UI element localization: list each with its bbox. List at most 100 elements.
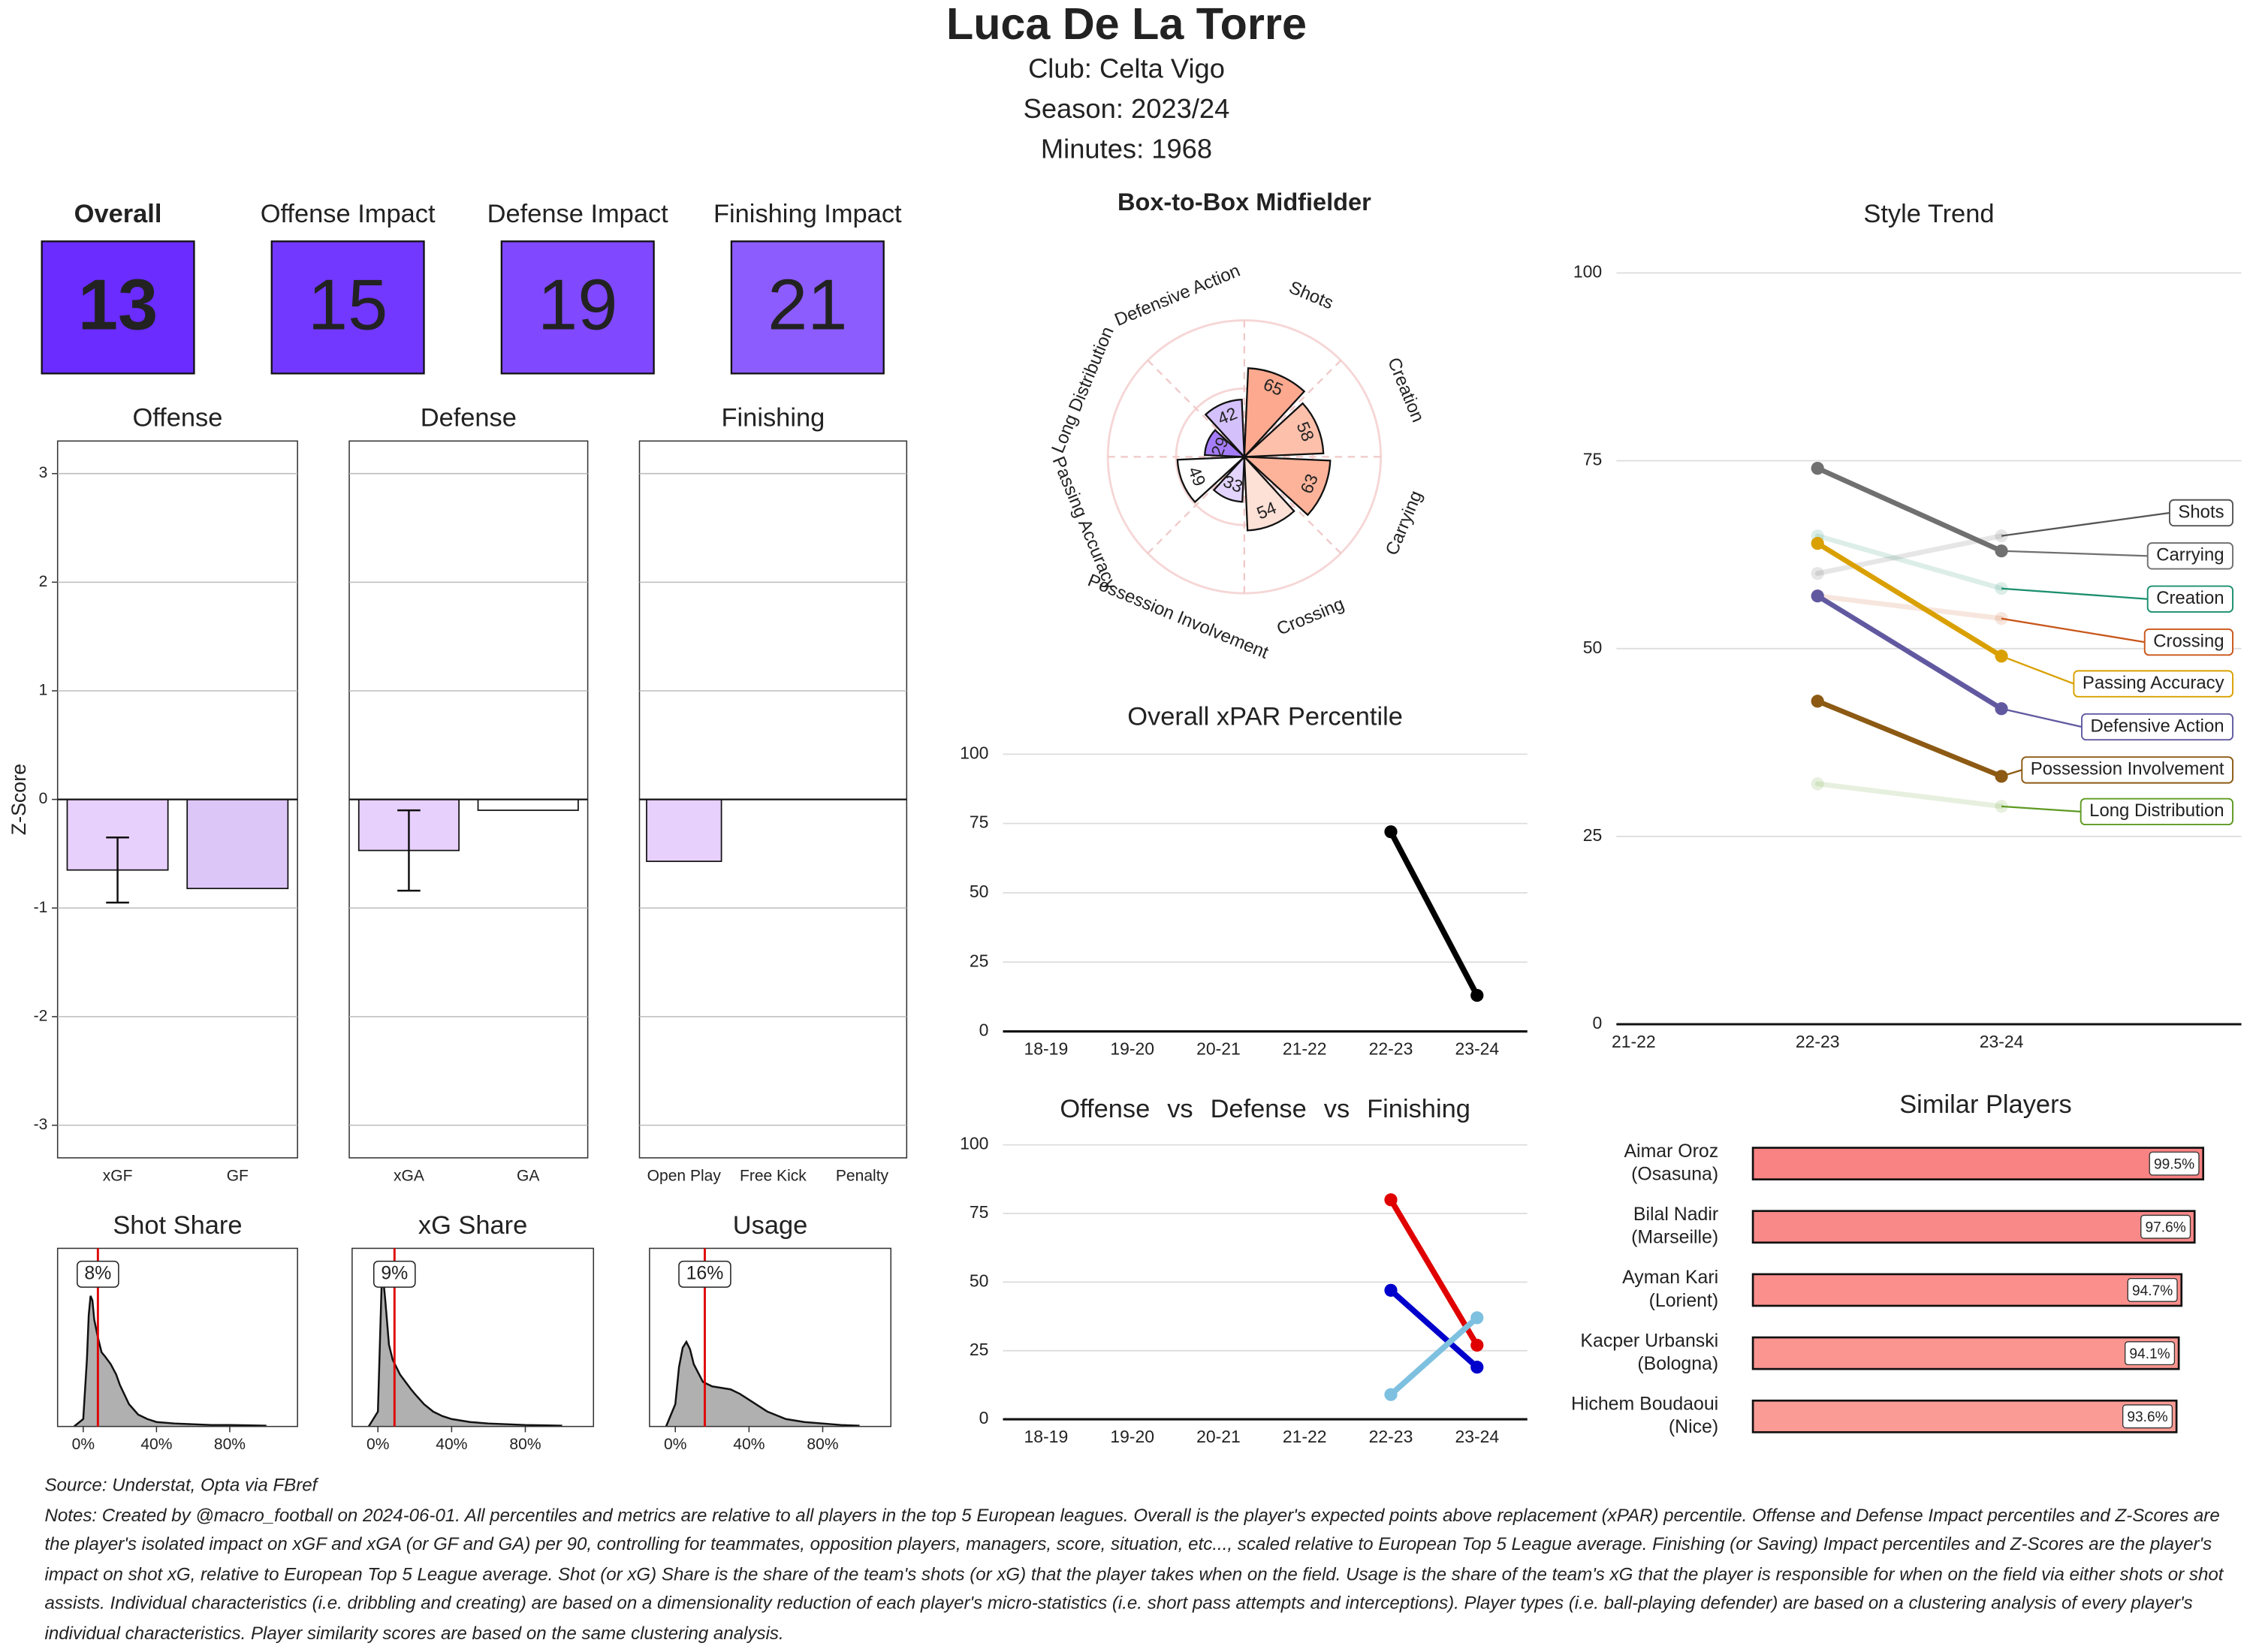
player-name: Ayman Kari [1622, 1267, 1718, 1288]
x-tick-label: xGA [394, 1167, 424, 1184]
title-separator: vs [1324, 1095, 1350, 1123]
series-label-box [2146, 542, 2234, 570]
score-label: Offense Impact [261, 200, 436, 228]
polar-bar [1243, 367, 1306, 460]
score-value: 13 [78, 264, 158, 345]
series-label: Carrying [2156, 545, 2224, 565]
series-point [1811, 537, 1824, 550]
label-connector [2001, 511, 2170, 537]
series-line [1814, 698, 2004, 779]
chart-title: Overall xPAR Percentile [1127, 703, 1403, 731]
legend-entry: Finishing [1367, 1095, 1470, 1123]
value-label: 97.6% [2146, 1220, 2186, 1236]
label-connector [2001, 617, 2145, 644]
panel-title: Shot Share [113, 1211, 242, 1240]
value-label-box [2149, 1151, 2200, 1176]
y-tick-label: 100 [1573, 262, 1602, 282]
x-tick-label: 19-20 [1110, 1039, 1154, 1058]
x-tick-label: Open Play [647, 1167, 722, 1184]
x-tick-label: 80% [509, 1436, 541, 1453]
label-connector [2001, 805, 2081, 813]
bar [1751, 1147, 2205, 1180]
spoke [1244, 360, 1342, 458]
density-line [73, 1295, 267, 1427]
series-point [1811, 695, 1824, 708]
x-tick-label: 0% [72, 1436, 95, 1453]
panel-frame [649, 1247, 892, 1427]
series-point [1384, 1193, 1398, 1207]
y-tick-label: -2 [34, 1007, 48, 1024]
value-label-box [2127, 1277, 2178, 1302]
marker-label-box [77, 1260, 119, 1288]
bar [646, 798, 722, 862]
spoke [1147, 360, 1245, 458]
player-name: Hichem Boudaoui [1571, 1394, 1718, 1415]
series-line [1388, 828, 1480, 999]
x-tick-label: 21-22 [1612, 1032, 1656, 1051]
score-label: Defense Impact [487, 200, 669, 228]
y-tick-label: 50 [970, 1271, 989, 1290]
value-label: 99.5% [2154, 1157, 2194, 1173]
y-tick-label: 75 [970, 1202, 989, 1222]
bar [1751, 1336, 2180, 1370]
y-tick-label: 25 [970, 951, 989, 970]
bar [1751, 1210, 2196, 1244]
label-connector [2001, 769, 2022, 777]
x-tick-label: 21-22 [1283, 1427, 1327, 1446]
series-point [1470, 1311, 1484, 1325]
value-label: 93.6% [2127, 1409, 2167, 1425]
legend-entry: Offense [1060, 1095, 1150, 1123]
label-connector [2001, 587, 2148, 600]
x-tick-label: 23-24 [1455, 1427, 1499, 1446]
value-label: 94.1% [2129, 1346, 2170, 1362]
polar-bar [1176, 456, 1247, 504]
series-label-box [2143, 628, 2234, 656]
score-value: 21 [768, 264, 847, 345]
chart-title: Box-to-Box Midfielder [1117, 188, 1371, 216]
x-tick-label: 19-20 [1110, 1427, 1154, 1446]
y-tick-label: 75 [970, 812, 989, 832]
series-label: Crossing [2153, 631, 2224, 651]
y-tick-label: 50 [1583, 638, 1603, 657]
polar-bar [1212, 454, 1246, 503]
value-label: 94.7% [2132, 1283, 2173, 1299]
series-point [1811, 777, 1824, 791]
x-tick-label: 40% [733, 1436, 765, 1453]
marker-label: 16% [686, 1262, 724, 1283]
series-line [1814, 781, 2004, 809]
value-label-box [2125, 1341, 2176, 1366]
label-connector [2001, 550, 2148, 557]
series-line [1814, 541, 2004, 659]
series-line [1814, 593, 2004, 712]
series-label-box [2146, 585, 2234, 613]
value-label-box [2122, 1404, 2173, 1429]
series-line [1814, 533, 2004, 592]
player-name: Bilal Nadir [1633, 1204, 1718, 1225]
x-tick-label: 18-19 [1024, 1427, 1069, 1446]
polar-bar [1204, 429, 1247, 458]
title-separator: vs [1167, 1095, 1193, 1123]
series-point [1995, 800, 2008, 813]
legend-entry: Defense [1211, 1095, 1307, 1123]
series-line [1388, 1196, 1480, 1349]
series-label: Long Distribution [2089, 800, 2224, 821]
y-axis-label: Z-Score [8, 764, 30, 835]
header-line: Minutes: 1968 [1041, 133, 1212, 164]
series-label: Passing Accuracy [2083, 673, 2224, 693]
y-tick-label: 0 [979, 1408, 989, 1427]
x-tick-label: 40% [140, 1436, 172, 1453]
label-connector [2001, 707, 2083, 728]
series-label-box [2168, 499, 2234, 527]
score-value: 19 [538, 264, 617, 345]
player-name: Aimar Oroz [1624, 1141, 1718, 1162]
x-tick-label: 18-19 [1024, 1039, 1069, 1058]
y-tick-label: 75 [1583, 450, 1603, 469]
density-fill [368, 1280, 562, 1427]
x-tick-label: 80% [214, 1436, 246, 1453]
x-tick-label: GA [517, 1167, 539, 1184]
score-label: Overall [74, 200, 162, 228]
y-tick-label: 100 [960, 1134, 988, 1153]
player-name: Kacper Urbanski [1580, 1330, 1718, 1351]
density-fill [665, 1341, 860, 1427]
series-line [1388, 1287, 1480, 1370]
